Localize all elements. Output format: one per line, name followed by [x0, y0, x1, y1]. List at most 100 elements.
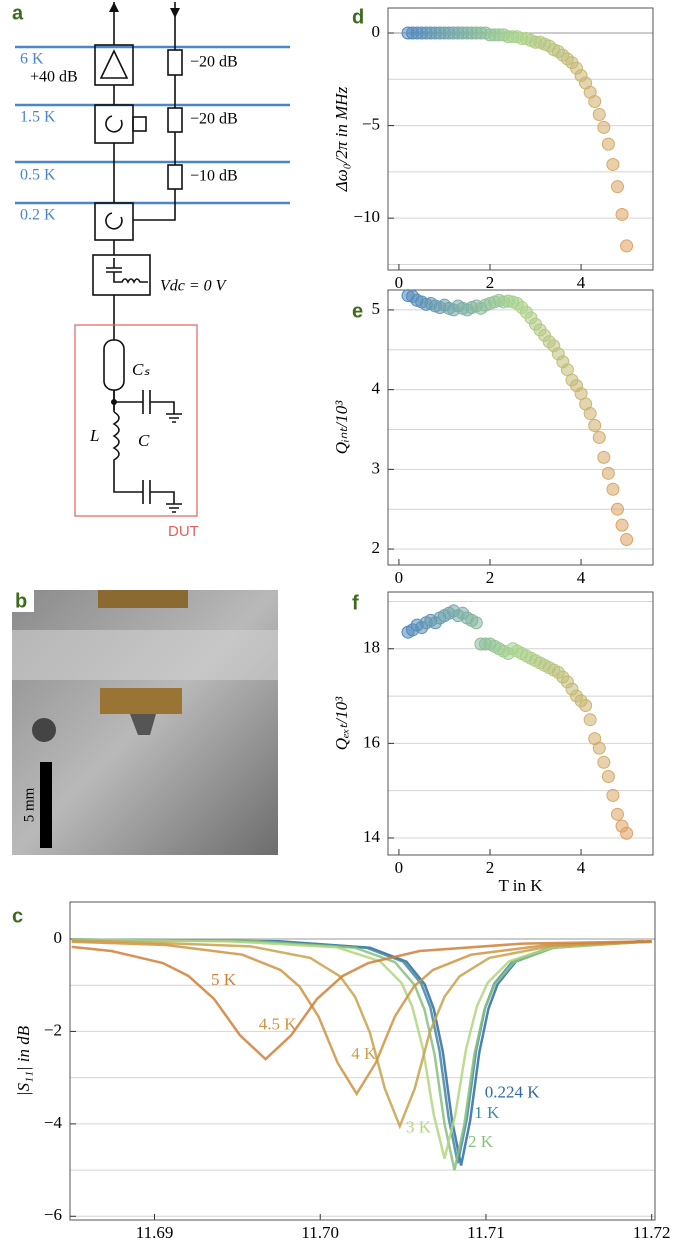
x-tick-label: 2 [486, 273, 495, 292]
data-point [583, 713, 597, 727]
amplifier-symbol [99, 49, 129, 79]
data-point [579, 699, 593, 713]
stage-label: 6 K [20, 51, 44, 68]
series-label: 4 K [351, 1044, 377, 1063]
attenuator [167, 107, 183, 133]
photo-part [32, 718, 56, 742]
circulator-symbol [105, 212, 123, 230]
series-line [71, 938, 652, 1159]
series-label: 4.5 K [259, 1015, 298, 1034]
plot-frame [387, 591, 654, 856]
data-point [583, 407, 597, 421]
data-point [610, 807, 624, 821]
data-point [588, 95, 602, 109]
data-point [601, 769, 615, 783]
y-tick-label: 0 [54, 928, 63, 947]
gain-label: +40 dB [30, 69, 78, 86]
series-label: 3 K [406, 1117, 432, 1136]
attenuator-label: −20 dB [190, 111, 238, 128]
attenuator-label: −20 dB [190, 54, 238, 71]
series-label: 2 K [468, 1132, 494, 1151]
y-tick-label: 2 [372, 538, 381, 557]
y-tick-label: 16 [363, 732, 380, 751]
y-axis-label: Δω₀/2π in MHz [332, 86, 351, 192]
x-tick-label: 0 [395, 858, 404, 877]
panel-label: d [352, 6, 364, 28]
data-point [620, 532, 634, 546]
data-point [620, 239, 634, 253]
component-label: C [138, 431, 150, 450]
data-point [592, 741, 606, 755]
coax [103, 339, 125, 391]
data-point [469, 616, 483, 630]
data-point [606, 157, 620, 171]
component-label: L [89, 426, 99, 445]
panel-label: c [12, 905, 23, 927]
series-line [71, 938, 652, 1171]
data-point [597, 120, 611, 134]
amplifier [94, 44, 134, 86]
plot-frame [387, 7, 654, 271]
label-box [12, 590, 34, 612]
data-point [606, 788, 620, 802]
x-tick-label: 2 [486, 568, 495, 587]
panel-label: e [352, 300, 363, 322]
series-line [71, 940, 652, 1061]
y-tick-label: 0 [372, 22, 381, 41]
data-point [610, 502, 624, 516]
inductor-capacitor [112, 411, 182, 513]
x-tick-label: 11.69 [136, 1223, 174, 1242]
data-point [601, 466, 615, 480]
y-tick-label: 5 [372, 299, 381, 318]
dut-label: DUT [168, 523, 199, 540]
x-tick-label: 4 [577, 858, 586, 877]
photo-part [100, 688, 182, 714]
y-tick-label: −2 [44, 1020, 62, 1039]
bias-tee [92, 254, 151, 296]
x-tick-label: 0 [395, 273, 404, 292]
attenuator [167, 164, 183, 190]
panel-label: f [352, 592, 359, 614]
x-tick-label: 11.72 [633, 1223, 671, 1242]
data-point [592, 107, 606, 121]
plot-frame [387, 289, 654, 566]
y-tick-label: −4 [44, 1113, 63, 1132]
data-point [588, 419, 602, 433]
x-axis-label: ω/2π in GHz [319, 1241, 406, 1242]
photo-part [130, 714, 156, 735]
y-axis-label: Qᵢₙₜ/10³ [332, 400, 351, 454]
termination [132, 116, 147, 132]
x-tick-label: 4 [577, 273, 586, 292]
circulator [94, 104, 134, 144]
circulator [94, 202, 134, 241]
capacitor-cs [113, 390, 182, 423]
x-tick-label: 11.71 [467, 1223, 505, 1242]
x-tick-label: 0 [395, 568, 404, 587]
photo-part [98, 590, 188, 608]
data-point [597, 450, 611, 464]
component-label: Cₛ [132, 360, 150, 379]
y-tick-label: −5 [362, 114, 380, 133]
series-label: 1 K [474, 1103, 500, 1122]
stage-label: 0.2 K [20, 207, 56, 224]
data-point [615, 518, 629, 532]
data-point [610, 180, 624, 194]
y-tick-label: 4 [372, 379, 381, 398]
attenuator-label: −10 dB [190, 168, 238, 185]
y-tick-label: 14 [363, 827, 381, 846]
circuit-diagram: 6 K 1.5 K 0.5 K 0.2 K +40 dB −20 dB −20 … [15, 2, 290, 540]
data-point [592, 430, 606, 444]
x-axis-label: T in K [498, 876, 543, 895]
y-tick-label: 3 [372, 458, 381, 477]
bias-label: Vdc = 0 V [160, 278, 228, 295]
dut-box [74, 324, 198, 517]
x-tick-label: 4 [577, 568, 586, 587]
y-tick-label: 18 [363, 638, 380, 657]
stage-label: 0.5 K [20, 167, 56, 184]
x-tick-label: 2 [486, 858, 495, 877]
x-tick-label: 11.70 [301, 1223, 339, 1242]
data-point [597, 755, 611, 769]
circulator-symbol [105, 115, 123, 133]
scale-bar [40, 762, 52, 848]
